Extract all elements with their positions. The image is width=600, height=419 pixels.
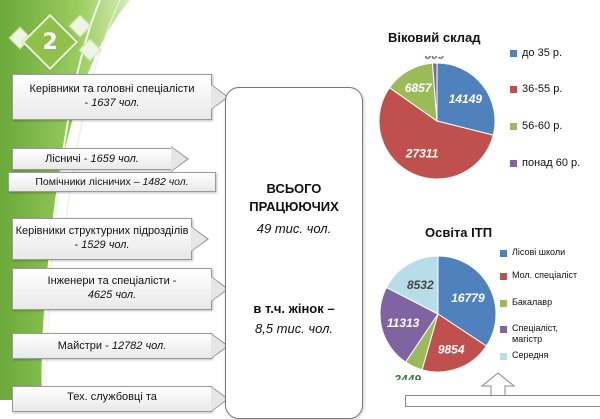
label-box-assistant-foresters: Помічники лісничих – 1482 чол. bbox=[8, 172, 216, 192]
item-name: Помічники лісничих bbox=[35, 176, 131, 188]
item-name: Майстри bbox=[57, 340, 103, 352]
legend-label: Лісові школи bbox=[512, 247, 566, 257]
total-workers-value: 49 тис. чол. bbox=[256, 221, 332, 236]
pie-data-label: 11313 bbox=[387, 316, 420, 330]
women-label: в т.ч. жінок – bbox=[253, 301, 335, 316]
item-name: Тех. службовці та bbox=[67, 391, 157, 403]
pie-slice bbox=[385, 255, 439, 315]
legend-item: Середня bbox=[500, 350, 548, 361]
pie-data-label: 9854 bbox=[438, 343, 465, 357]
legend-item: 36-55 р. bbox=[510, 83, 562, 95]
legend-item: Мол. спеціаліст bbox=[500, 270, 577, 281]
legend-item: Лісові школи bbox=[500, 247, 565, 258]
legend-item: понад 60 р. bbox=[510, 157, 580, 169]
item-name: Керівники структурних підрозділів bbox=[15, 225, 189, 237]
legend-label: Бакалавр bbox=[512, 297, 553, 307]
slide-number: 2 bbox=[42, 29, 58, 55]
total-workers-box bbox=[225, 87, 363, 419]
item-name: Керівники та головні спеціалісти bbox=[29, 83, 195, 95]
label-box-department-heads: Керівники структурних підрозділів - 1529… bbox=[12, 218, 209, 260]
item-count: 1529 чол. bbox=[81, 239, 130, 251]
legend-label: 56-60 р. bbox=[522, 120, 563, 132]
legend-label: до 35 р. bbox=[522, 47, 563, 59]
pie-chart-education: 16779 9854 2449 11313 8532 bbox=[379, 255, 497, 380]
bottom-right-box bbox=[405, 395, 600, 407]
pie-slice bbox=[388, 62, 438, 123]
pie-data-label: 27311 bbox=[405, 147, 439, 161]
legend-label: Мол. спеціаліст bbox=[512, 270, 578, 280]
chart-title-education: Освіта ІТП bbox=[425, 225, 493, 240]
label-box-masters: Майстри - 12782 чол. bbox=[12, 333, 229, 359]
item-name: Інженери та спеціалісти bbox=[47, 275, 170, 287]
pie-data-label: 16779 bbox=[451, 291, 485, 305]
legend-item: до 35 р. bbox=[510, 47, 562, 59]
legend-label: 36-55 р. bbox=[522, 83, 563, 95]
chart-title-age: Віковий склад bbox=[388, 30, 481, 45]
pie-data-label: 8532 bbox=[407, 278, 434, 292]
legend-item: Бакалавр bbox=[500, 297, 552, 308]
legend-label: Спеціаліст, магістр bbox=[512, 323, 558, 344]
legend-item: Спеціаліст, магістр bbox=[500, 323, 580, 345]
label-box-engineers: Інженери та спеціалісти - 4625 чол. bbox=[12, 268, 229, 310]
item-count: 1637 чол. bbox=[91, 97, 140, 109]
item-name: Лісничі bbox=[45, 153, 81, 165]
item-count: 1659 чол. bbox=[90, 153, 139, 165]
item-count: 4625 чол. bbox=[87, 289, 137, 301]
label-box-foresters: Лісничі - 1659 чол. bbox=[12, 146, 189, 172]
pie-slice bbox=[379, 286, 439, 363]
pie-data-label: 609 bbox=[424, 56, 444, 62]
label-box-managers: Керівники та головні спеціалісти - 1637 … bbox=[12, 74, 229, 120]
legend-label: Середня bbox=[512, 350, 549, 360]
pie-slice bbox=[436, 62, 496, 136]
label-box-tech-staff: Тех. службовці та bbox=[12, 386, 229, 412]
pie-data-label: 2449 bbox=[393, 372, 421, 380]
pie-chart-age: 14149 27311 6857 609 bbox=[378, 56, 496, 180]
legend-label: понад 60 р. bbox=[522, 157, 581, 169]
total-workers-label: ВСЬОГО ПРАЦЮЮЧИХ bbox=[249, 181, 339, 214]
item-count: 1482 чол. bbox=[142, 176, 189, 188]
pie-slice bbox=[431, 62, 438, 122]
pie-slice bbox=[378, 86, 494, 180]
pie-data-label: 6857 bbox=[405, 81, 433, 95]
pie-data-label: 14149 bbox=[449, 92, 483, 106]
item-count: 12782 чол. bbox=[111, 340, 167, 352]
pie-slice bbox=[421, 313, 488, 373]
legend-item: 56-60 р. bbox=[510, 120, 562, 132]
women-value: 8,5 тис. чол. bbox=[254, 321, 334, 336]
